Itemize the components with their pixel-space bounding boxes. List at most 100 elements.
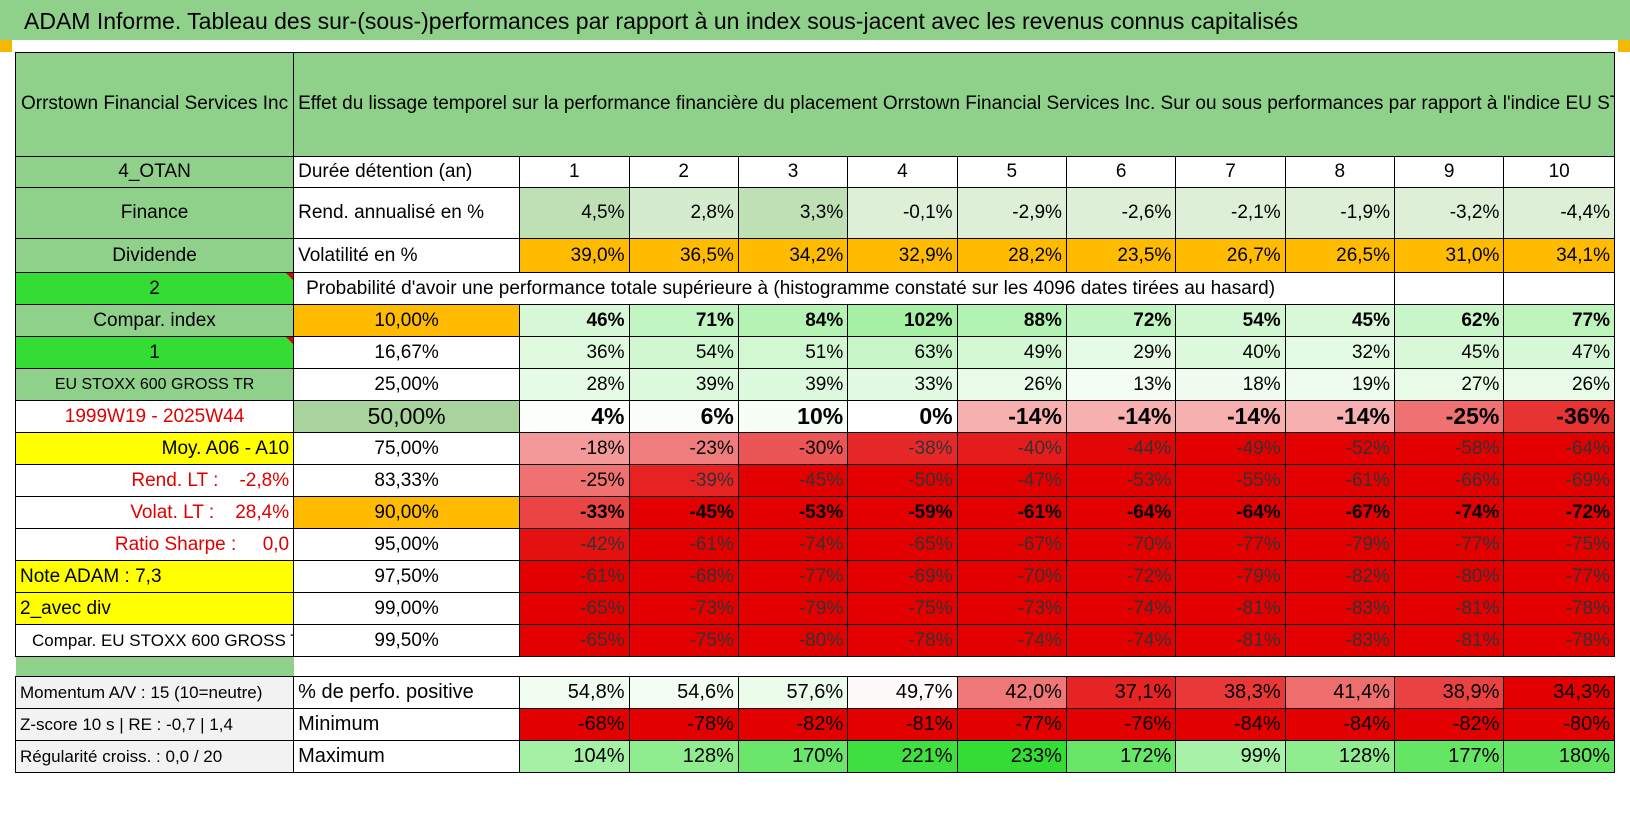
duration-label: Durée détention (an)	[293, 156, 521, 188]
table-row: Ratio Sharpe : 0,0 95,00% -42% -61% -74% -65%…	[14, 528, 1615, 561]
volatility-value: 39,0%	[519, 238, 630, 273]
percentile-value: 29%	[1065, 336, 1177, 369]
probability-title: Probabilité d'avoir une performance tota…	[293, 272, 1396, 305]
stat-value: 57,6%	[737, 676, 849, 709]
percentile-label: 99,50%	[293, 624, 521, 657]
stat-value: -84%	[1284, 708, 1396, 741]
table-row: Rend. LT : -2,8% 83,33% -25% -39% -45% -50% -4…	[14, 464, 1615, 497]
return-value: -2,6%	[1065, 187, 1177, 239]
stat-value: 172%	[1065, 740, 1177, 773]
corner-marker-right	[1618, 40, 1630, 52]
performance-table: Orrstown Financial Services Inc Effet du …	[14, 52, 1615, 773]
percentile-label: 97,50%	[293, 560, 521, 593]
side-label: Compar. index	[14, 304, 295, 337]
percentile-value: -23%	[628, 432, 739, 465]
return-label: Rend. annualisé en %	[293, 187, 521, 239]
percentile-value: 72%	[1065, 304, 1177, 337]
stat-value: -81%	[847, 708, 958, 741]
percentile-value: 77%	[1503, 304, 1615, 337]
corner-marker-left	[0, 40, 12, 52]
table-row: Note ADAM : 7,3 97,50% -61% -68% -77% -69% -70…	[14, 560, 1615, 593]
table-row: Volat. LT : 28,4% 90,00% -33% -45% -53% -59% -…	[14, 496, 1615, 529]
percentile-value: 28%	[519, 368, 630, 401]
percentile-value: 49%	[956, 336, 1067, 369]
stat-value: 49,7%	[847, 676, 958, 709]
table-row: 1999W19 - 2025W44 50,00% 4% 6% 10% 0% -14% -14%…	[14, 400, 1615, 433]
percentile-value: -75%	[628, 624, 739, 657]
stat-value: 38,3%	[1175, 676, 1286, 709]
percentile-value: -69%	[847, 560, 958, 593]
percentile-value: 39%	[628, 368, 739, 401]
year-header: 6	[1065, 156, 1177, 188]
percentile-value: -50%	[847, 464, 958, 497]
percentile-value: 88%	[956, 304, 1067, 337]
stat-value: -84%	[1175, 708, 1286, 741]
return-value: 3,3%	[737, 187, 849, 239]
table-row: Momentum A/V : 15 (10=neutre)% de perfo.…	[14, 676, 1615, 709]
volatility-value: 28,2%	[956, 238, 1067, 273]
stat-value: -76%	[1065, 708, 1177, 741]
year-header: 5	[956, 156, 1067, 188]
return-value: -1,9%	[1284, 187, 1396, 239]
percentile-label: 16,67%	[293, 336, 521, 369]
table-row: 1 16,67% 36% 54% 51% 63% 49% 29% 40% 32% 45% 47%	[14, 336, 1615, 369]
percentile-value: -74%	[956, 624, 1067, 657]
percentile-value: -70%	[1065, 528, 1177, 561]
percentile-value: -61%	[628, 528, 739, 561]
stat-value: 221%	[847, 740, 958, 773]
side-label: 1999W19 - 2025W44	[14, 400, 295, 433]
percentile-value: 18%	[1175, 368, 1286, 401]
percentile-value: 13%	[1065, 368, 1177, 401]
stat-value: -80%	[1503, 708, 1615, 741]
side-label-sector: Finance	[14, 187, 295, 239]
percentile-value: -14%	[1284, 400, 1396, 433]
side-label: Rend. LT : -2,8%	[14, 464, 295, 497]
percentile-value: -74%	[1394, 496, 1505, 529]
stat-value: -68%	[519, 708, 630, 741]
percentile-label: 50,00%	[293, 400, 521, 433]
percentile-value: -81%	[1394, 624, 1505, 657]
return-value: -4,4%	[1503, 187, 1615, 239]
side-label: 1	[14, 336, 295, 369]
volatility-value: 26,5%	[1284, 238, 1396, 273]
percentile-value: -25%	[519, 464, 630, 497]
report-title-bar: ADAM Informe. Tableau des sur-(sous-)per…	[0, 0, 1630, 40]
percentile-value: -73%	[956, 592, 1067, 625]
description-cell: Effet du lissage temporel sur la perform…	[293, 52, 1615, 157]
percentile-value: -47%	[956, 464, 1067, 497]
year-header: 7	[1175, 156, 1286, 188]
year-header: 10	[1503, 156, 1615, 188]
percentile-value: -14%	[1065, 400, 1177, 433]
percentile-value: -75%	[1503, 528, 1615, 561]
percentile-value: -67%	[1284, 496, 1396, 529]
percentile-value: -59%	[847, 496, 958, 529]
percentile-value: 45%	[1394, 336, 1505, 369]
percentile-value: 102%	[847, 304, 958, 337]
percentile-value: 33%	[847, 368, 958, 401]
percentile-value: 10%	[737, 400, 849, 433]
percentile-value: 27%	[1394, 368, 1505, 401]
year-header: 4	[847, 156, 958, 188]
table-row: Compar. index 10,00% 46% 71% 84% 102% 88% 72% 54…	[14, 304, 1615, 337]
percentile-value: 26%	[1503, 368, 1615, 401]
percentile-value: -68%	[628, 560, 739, 593]
percentile-value: -74%	[1065, 624, 1177, 657]
percentile-value: -74%	[737, 528, 849, 561]
stat-value: -82%	[1394, 708, 1505, 741]
side-label-mode: 2	[14, 272, 295, 305]
percentile-value: -77%	[737, 560, 849, 593]
side-label: 2_avec div	[14, 592, 295, 625]
percentile-value: -18%	[519, 432, 630, 465]
percentile-value: -72%	[1065, 560, 1177, 593]
stat-value: 177%	[1394, 740, 1505, 773]
percentile-value: -80%	[737, 624, 849, 657]
percentile-value: -53%	[1065, 464, 1177, 497]
return-value: 2,8%	[628, 187, 739, 239]
stat-side-label: Z-score 10 s | RE : -0,7 | 1,4	[14, 708, 295, 741]
percentile-value: 40%	[1175, 336, 1286, 369]
percentile-value: -42%	[519, 528, 630, 561]
percentile-value: -80%	[1394, 560, 1505, 593]
percentile-value: -82%	[1284, 560, 1396, 593]
percentile-value: 36%	[519, 336, 630, 369]
percentile-value: -14%	[956, 400, 1067, 433]
